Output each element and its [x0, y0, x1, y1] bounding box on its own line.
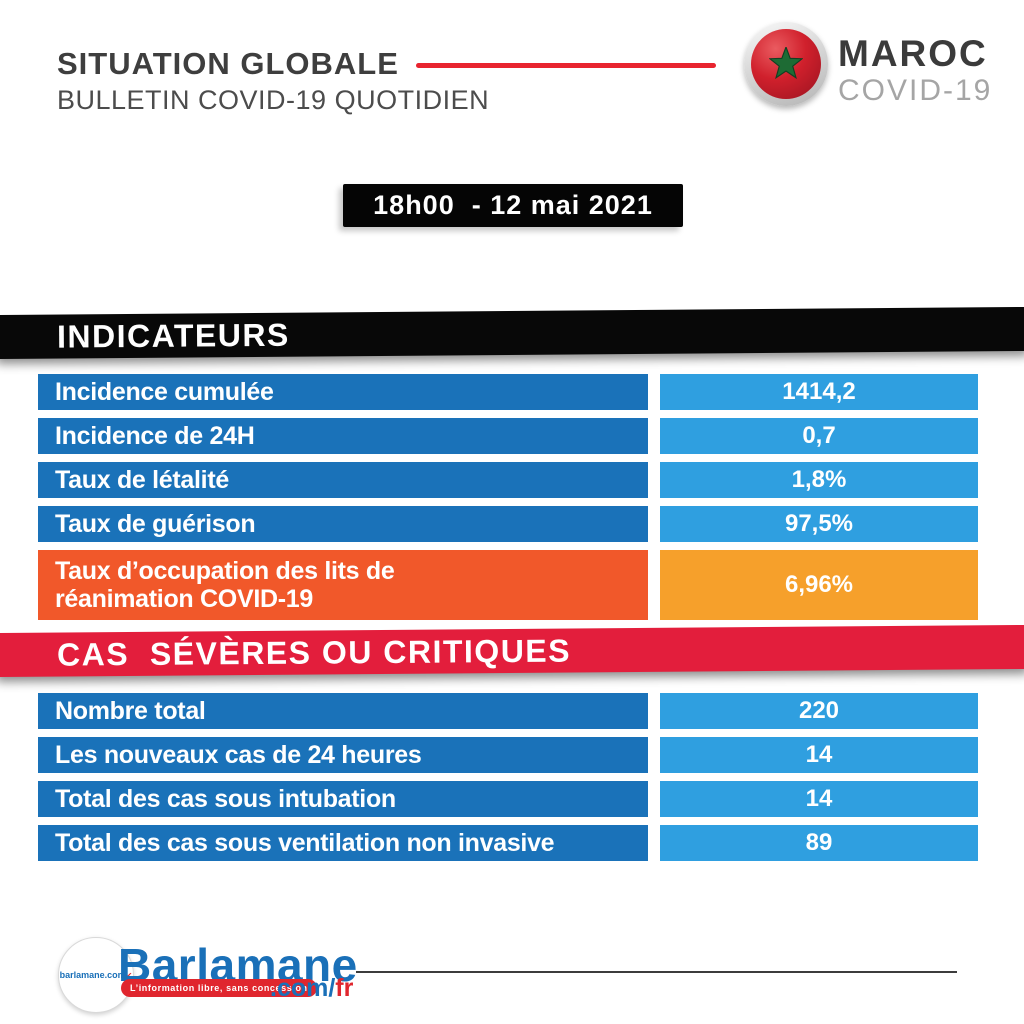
severe-case-label: Total des cas sous intubation [38, 781, 648, 817]
section-title: CAS SÉVÈRES OU CRITIQUES [56, 632, 572, 673]
severe-cases-table: Nombre total 220 Les nouveaux cas de 24 … [38, 693, 978, 861]
indicators-table: Incidence cumulée 1414,2 Incidence de 24… [38, 374, 978, 620]
domain-tld: fr [335, 974, 354, 1002]
indicator-value: 1,8% [660, 462, 978, 498]
datetime-badge: 18h00 - 12 mai 2021 [343, 184, 683, 227]
footer-divider [356, 971, 957, 973]
publisher-logo-mark-icon: ✔ [125, 971, 133, 980]
publisher-tagline: L’information libre, sans concession [121, 979, 317, 997]
morocco-flag-icon [751, 29, 821, 99]
indicator-label: Taux de guérison [38, 506, 648, 542]
brand-covid-label: COVID-19 [838, 74, 993, 107]
table-row: Taux de guérison 97,5% [38, 506, 978, 542]
indicator-label: Taux d’occupation des lits de réanimatio… [38, 550, 648, 620]
brand-country: MAROC [838, 33, 988, 74]
indicator-value: 6,96% [660, 550, 978, 620]
publisher-logo-icon: barlamane.com✔ [58, 937, 134, 1013]
severe-case-label: Total des cas sous ventilation non invas… [38, 825, 648, 861]
table-row: Taux de létalité 1,8% [38, 462, 978, 498]
table-row: Incidence cumulée 1414,2 [38, 374, 978, 410]
table-row: Total des cas sous intubation 14 [38, 781, 978, 817]
indicator-value: 1414,2 [660, 374, 978, 410]
table-row: Les nouveaux cas de 24 heures 14 [38, 737, 978, 773]
section-header-indicators: INDICATEURS [0, 306, 1024, 360]
indicator-label: Incidence cumulée [38, 374, 648, 410]
section-title: INDICATEURS [56, 316, 290, 355]
indicator-value: 0,7 [660, 418, 978, 454]
table-row-icu-occupancy: Taux d’occupation des lits de réanimatio… [38, 550, 978, 620]
severe-case-value: 14 [660, 781, 978, 817]
pentagram-star-icon [769, 47, 803, 80]
indicator-value: 97,5% [660, 506, 978, 542]
table-row: Total des cas sous ventilation non invas… [38, 825, 978, 861]
indicator-label: Incidence de 24H [38, 418, 648, 454]
page-title: SITUATION GLOBALE [57, 46, 399, 81]
section-header-severe-cases: CAS SÉVÈRES OU CRITIQUES [0, 624, 1024, 678]
severe-case-label: Nombre total [38, 693, 648, 729]
severe-case-value: 89 [660, 825, 978, 861]
title-accent-rule [416, 63, 716, 68]
morocco-flag-badge [744, 22, 828, 106]
publisher-domain: .com/fr [270, 974, 353, 1003]
severe-case-value: 14 [660, 737, 978, 773]
severe-case-label: Les nouveaux cas de 24 heures [38, 737, 648, 773]
page-subtitle: BULLETIN COVID-19 QUOTIDIEN [57, 85, 490, 115]
severe-case-value: 220 [660, 693, 978, 729]
table-row: Incidence de 24H 0,7 [38, 418, 978, 454]
table-row: Nombre total 220 [38, 693, 978, 729]
domain-suffix: .com/ [270, 974, 336, 1002]
publisher-logo-circle-text: barlamane.com✔ [59, 970, 133, 980]
indicator-label: Taux de létalité [38, 462, 648, 498]
